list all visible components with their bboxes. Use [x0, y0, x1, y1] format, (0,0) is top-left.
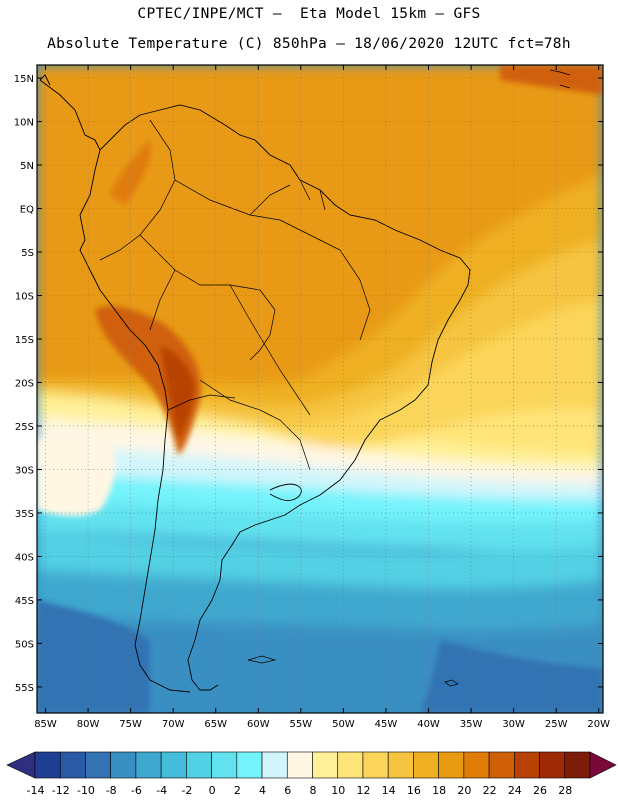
cold-south-atlantic [420, 640, 603, 713]
colorbar-over-arrow [589, 751, 617, 779]
lat-label: 10N [14, 118, 34, 129]
lat-label: EQ [20, 205, 34, 216]
colorbar-label: -6 [131, 784, 142, 797]
colorbar-swatch [413, 751, 439, 779]
temperature-field [37, 65, 603, 713]
colorbar-label: 20 [457, 784, 471, 797]
colorbar: -14 -12 -10 -8 -6 -4 -2 0 2 4 6 8 10 12 14 16 18 20 22 24 26… [6, 751, 617, 797]
longitude-labels: 85W 80W 75W 70W 65W 60W 55W 50W 45W 40W 35W 30W 25W 2… [34, 719, 610, 730]
colorbar-swatch [160, 751, 187, 779]
chart-title-line1: CPTEC/INPE/MCT – Eta Model 15km – GFS [137, 6, 481, 22]
colorbar-label: 0 [209, 784, 216, 797]
colorbar-swatch [463, 751, 490, 779]
colorbar-swatch [337, 751, 364, 779]
lon-label: 70W [162, 719, 185, 730]
lon-label: 85W [34, 719, 57, 730]
chart-title-line2: Absolute Temperature (C) 850hPa – 18/06/… [47, 36, 571, 52]
lat-label: 5S [21, 248, 34, 259]
colorbar-label: -10 [77, 784, 95, 797]
band-0 [37, 500, 603, 550]
warm-andes-north [110, 140, 151, 205]
colorbar-label: 18 [432, 784, 446, 797]
warm-altiplano [160, 345, 195, 440]
lon-label: 50W [332, 719, 355, 730]
colorbar-label: 22 [483, 784, 497, 797]
colorbar-label: 16 [407, 784, 421, 797]
lat-label: 25S [15, 422, 34, 433]
warm-caribbean [500, 65, 603, 95]
colorbar-swatch [438, 751, 465, 779]
band-18 [37, 65, 603, 384]
colorbar-label: 28 [558, 784, 572, 797]
colorbar-label: 4 [259, 784, 266, 797]
colorbar-label: 8 [310, 784, 317, 797]
lon-label: 35W [460, 719, 483, 730]
lon-label: 75W [119, 719, 142, 730]
colorbar-label: 12 [356, 784, 370, 797]
colorbar-swatch [286, 751, 313, 779]
colorbar-swatch [362, 751, 389, 779]
colorbar-swatch [34, 751, 61, 779]
axis-ticks [37, 65, 603, 713]
cold-south-pacific [37, 600, 150, 713]
lon-label: 65W [204, 719, 227, 730]
colorbar-swatch [236, 751, 263, 779]
colorbar-label: 26 [533, 784, 547, 797]
colorbar-swatch [514, 751, 540, 779]
colorbar-swatch [539, 751, 566, 779]
colorbar-label: -8 [106, 784, 117, 797]
colorbar-under-arrow [6, 751, 36, 779]
lat-label: 20S [15, 378, 34, 389]
colorbar-swatch [110, 751, 137, 779]
band-2 [37, 470, 603, 523]
lon-label: 60W [247, 719, 270, 730]
lon-label: 30W [502, 719, 525, 730]
lon-label: 45W [375, 719, 398, 730]
islands [247, 69, 571, 687]
lat-label: 45S [15, 596, 34, 607]
colorbar-label: 2 [234, 784, 241, 797]
latitude-labels: 15N 10N 5N EQ 5S 10S 15S 20S 25S 30S 35S 40S 45S 50S 5… [14, 74, 34, 694]
colorbar-label: 6 [284, 784, 291, 797]
band-minus2 [37, 530, 603, 589]
colorbar-swatch [59, 751, 86, 779]
colorbar-swatch [85, 751, 111, 779]
colorbar-label: -12 [52, 784, 70, 797]
colorbar-label: 10 [331, 784, 345, 797]
lat-label: 15S [15, 335, 34, 346]
lat-label: 40S [15, 552, 34, 563]
colorbar-label: -4 [156, 784, 167, 797]
colorbar-swatch [135, 751, 162, 779]
colorbar-label: -2 [181, 784, 192, 797]
lat-label: 35S [15, 509, 34, 520]
country-borders [99, 119, 371, 471]
colorbar-swatch [488, 751, 515, 779]
colorbar-swatch [211, 751, 238, 779]
lon-label: 20W [587, 719, 610, 730]
colorbar-swatch [261, 751, 288, 779]
colorbar-swatch [564, 751, 591, 779]
lon-label: 55W [290, 719, 313, 730]
map-frame [36, 64, 604, 714]
lat-label: 50S [15, 639, 34, 650]
lon-label: 25W [545, 719, 568, 730]
colorbar-swatch [186, 751, 212, 779]
colorbar-label: -14 [27, 784, 45, 797]
colorbar-label: 24 [508, 784, 522, 797]
gridlines [37, 65, 603, 713]
colorbar-swatch [312, 751, 339, 779]
colorbar-label: 14 [382, 784, 396, 797]
lat-label: 15N [14, 74, 34, 85]
lat-label: 55S [15, 683, 34, 694]
lat-label: 5N [20, 161, 34, 172]
lon-label: 40W [417, 719, 440, 730]
band-4 [37, 440, 603, 500]
pacific-warm-tongue [37, 434, 116, 516]
colorbar-swatch [387, 751, 414, 779]
lon-label: 80W [77, 719, 100, 730]
lat-label: 30S [15, 465, 34, 476]
lat-label: 10S [15, 291, 34, 302]
